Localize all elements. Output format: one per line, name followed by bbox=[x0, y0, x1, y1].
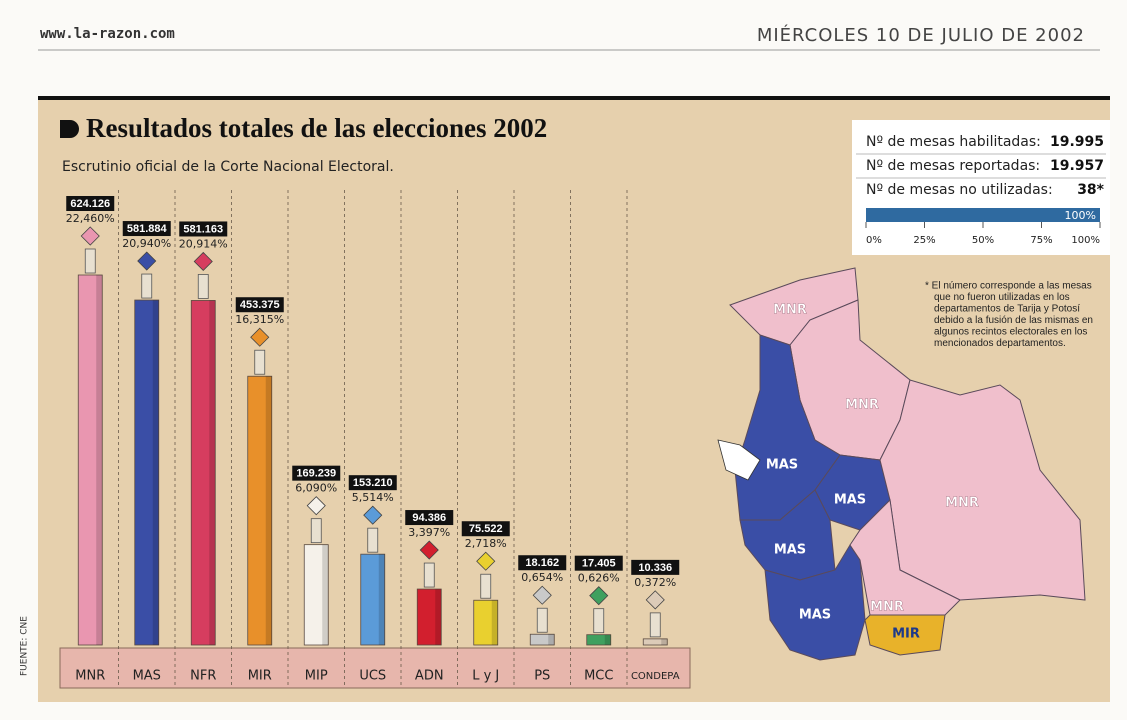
bar-shade bbox=[605, 635, 611, 645]
share-label: 0,626% bbox=[578, 572, 620, 585]
bar-shade bbox=[379, 554, 385, 645]
panel-value: 19.957 bbox=[1050, 158, 1104, 174]
panel-value: 38* bbox=[1077, 182, 1104, 198]
date: MIÉRCOLES 10 DE JULIO DE 2002 bbox=[757, 24, 1085, 46]
x-tick-label: CONDEPA bbox=[631, 671, 680, 682]
icon-hand bbox=[142, 274, 152, 298]
x-tick-label: MNR bbox=[75, 669, 105, 684]
x-tick-label: 25% bbox=[913, 235, 935, 246]
bar-shade bbox=[548, 634, 554, 645]
site: www.la-razon.com bbox=[40, 26, 175, 42]
value-label: 153.210 bbox=[353, 477, 393, 489]
share-label: 0,654% bbox=[521, 571, 563, 584]
icon-hand bbox=[424, 563, 434, 587]
icon-hand bbox=[650, 613, 660, 637]
share-label: 16,315% bbox=[235, 313, 284, 326]
value-label: 581.884 bbox=[127, 223, 168, 235]
icon-hand bbox=[255, 350, 265, 374]
bar-shade bbox=[322, 545, 328, 645]
bar-shade bbox=[661, 639, 667, 645]
value-label: 581.163 bbox=[183, 223, 223, 235]
x-tick-label: PS bbox=[534, 669, 550, 684]
value-label: 169.239 bbox=[296, 468, 336, 480]
bar-shade bbox=[96, 275, 102, 645]
footnote-line: departamentos de Tarija y Potosí bbox=[934, 304, 1080, 315]
x-tick-label: L y J bbox=[472, 669, 499, 684]
x-tick-label: NFR bbox=[190, 669, 216, 684]
share-label: 20,914% bbox=[179, 237, 228, 250]
icon-hand bbox=[537, 608, 547, 632]
chart-title: Resultados totales de las elecciones 200… bbox=[86, 113, 547, 143]
bar-shade bbox=[209, 300, 215, 645]
x-tick-label: MIP bbox=[305, 669, 328, 684]
page: www.la-razon.com MIÉRCOLES 10 DE JULIO D… bbox=[0, 0, 1127, 720]
share-label: 3,397% bbox=[408, 526, 450, 539]
region-label: MNR bbox=[945, 496, 979, 511]
footnote-line: * El número corresponde a las mesas bbox=[925, 281, 1092, 292]
region-label: MNR bbox=[773, 303, 807, 318]
footnote-line: mencionados departamentos. bbox=[934, 338, 1066, 349]
x-tick-label: 100% bbox=[1071, 235, 1100, 246]
value-label: 10.336 bbox=[638, 562, 672, 574]
region-label: MIR bbox=[892, 627, 920, 642]
panel-value: 19.995 bbox=[1050, 134, 1104, 150]
progress-label: 100% bbox=[1065, 209, 1096, 222]
share-label: 20,940% bbox=[122, 237, 171, 250]
region-label: MAS bbox=[799, 608, 831, 623]
panel-label: Nº de mesas habilitadas: bbox=[866, 134, 1041, 150]
region-label: MNR bbox=[870, 600, 904, 615]
panel-label: Nº de mesas reportadas: bbox=[866, 158, 1040, 174]
icon-hand bbox=[594, 609, 604, 633]
chart-subtitle: Escrutinio oficial de la Corte Nacional … bbox=[62, 159, 394, 175]
share-label: 5,514% bbox=[352, 491, 394, 504]
value-label: 18.162 bbox=[525, 557, 559, 569]
footnote-line: debido a la fusión de las mismas en bbox=[934, 315, 1093, 326]
x-tick-label: UCS bbox=[359, 669, 386, 684]
region-label: MAS bbox=[774, 543, 806, 558]
top-rule bbox=[38, 96, 1110, 100]
bar-shade bbox=[435, 589, 441, 645]
icon-hand bbox=[198, 274, 208, 298]
x-tick-label: ADN bbox=[415, 669, 444, 684]
footnote-line: algunos recintos electorales en los bbox=[934, 327, 1087, 338]
share-label: 22,460% bbox=[66, 212, 115, 225]
x-tick-label: MIR bbox=[248, 669, 272, 684]
x-tick-label: MAS bbox=[133, 669, 161, 684]
infographic: www.la-razon.com MIÉRCOLES 10 DE JULIO D… bbox=[0, 0, 1127, 720]
share-label: 0,372% bbox=[634, 576, 676, 589]
region-label: MAS bbox=[834, 493, 866, 508]
x-tick-label: 75% bbox=[1030, 235, 1052, 246]
icon-hand bbox=[481, 574, 491, 598]
bar-shade bbox=[153, 300, 159, 645]
source: FUENTE: CNE bbox=[20, 616, 30, 676]
value-label: 75.522 bbox=[469, 523, 503, 535]
value-label: 624.126 bbox=[70, 198, 110, 210]
value-label: 94.386 bbox=[412, 512, 446, 524]
share-label: 2,718% bbox=[465, 537, 507, 550]
region-label: MNR bbox=[845, 398, 879, 413]
x-tick-label: 50% bbox=[972, 235, 994, 246]
icon-hand bbox=[311, 519, 321, 543]
footnote-line: que no fueron utilizadas en los bbox=[934, 292, 1070, 303]
bar-shade bbox=[266, 376, 272, 645]
share-label: 6,090% bbox=[295, 482, 337, 495]
x-tick-label: MCC bbox=[584, 669, 613, 684]
panel-label: Nº de mesas no utilizadas: bbox=[866, 182, 1053, 198]
icon-hand bbox=[85, 249, 95, 273]
x-tick-label: 0% bbox=[866, 235, 882, 246]
region-label: MAS bbox=[766, 458, 798, 473]
icon-hand bbox=[368, 528, 378, 552]
value-label: 453.375 bbox=[240, 299, 280, 311]
value-label: 17.405 bbox=[582, 558, 616, 570]
bar-shade bbox=[492, 600, 498, 645]
title-mark bbox=[60, 120, 79, 138]
